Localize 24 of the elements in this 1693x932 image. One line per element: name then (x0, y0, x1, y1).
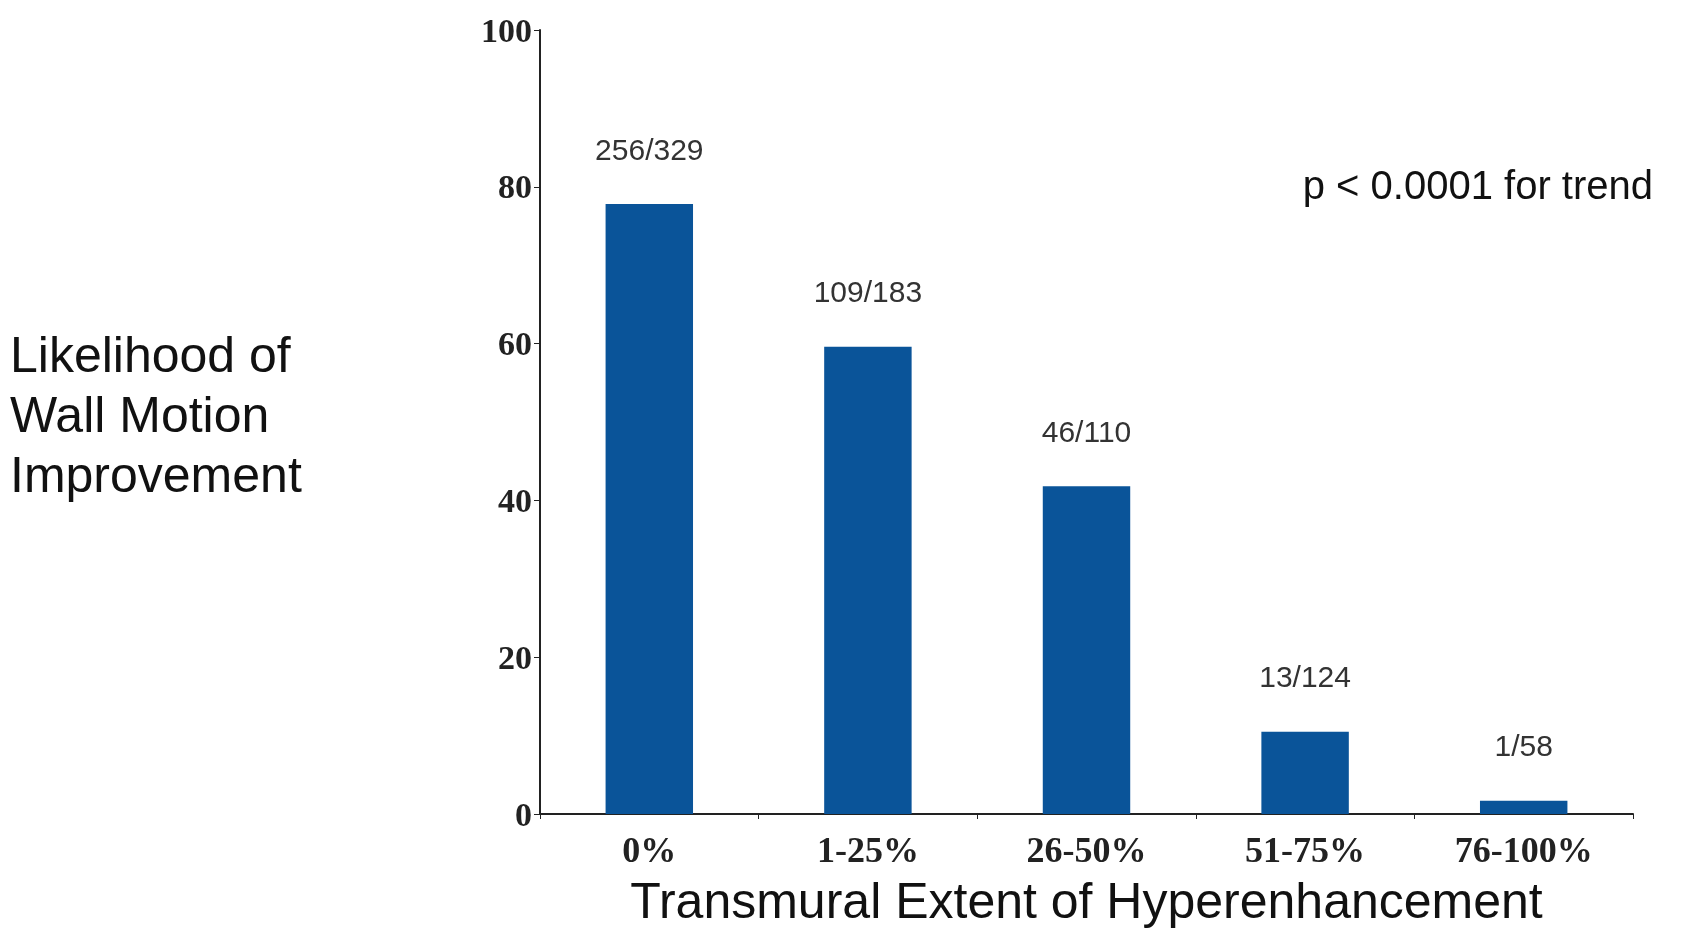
bar (1042, 486, 1131, 814)
bar (1479, 800, 1568, 814)
y-tick-label: 20 (498, 638, 532, 676)
x-tick-label: 76-100% (1454, 830, 1593, 870)
x-tick-label: 0% (622, 830, 677, 870)
y-tick-label: 80 (498, 168, 532, 206)
data-label: 13/124 (1259, 660, 1351, 694)
data-label: 256/329 (595, 132, 704, 166)
data-label: 46/110 (1041, 414, 1132, 448)
x-tick-label: 51-75% (1245, 830, 1366, 870)
annotation: p < 0.0001 for trend (1302, 163, 1654, 207)
y-tick-label: 0 (515, 795, 532, 833)
x-tick-label: 1-25% (816, 830, 919, 870)
y-tick-label: 100 (481, 11, 532, 49)
x-axis-title: Transmural Extent of Hyperenhancement (630, 873, 1543, 929)
bar (605, 204, 694, 814)
data-label: 1/58 (1494, 729, 1553, 763)
data-label: 109/183 (813, 275, 923, 309)
bar (1261, 731, 1349, 814)
bar (824, 346, 912, 814)
x-tick-label: 26-50% (1026, 830, 1147, 870)
y-tick-label: 60 (498, 325, 532, 363)
y-tick-label: 40 (498, 481, 532, 519)
y-axis-title: Likelihood of Wall Motion Improvement (10, 327, 305, 503)
